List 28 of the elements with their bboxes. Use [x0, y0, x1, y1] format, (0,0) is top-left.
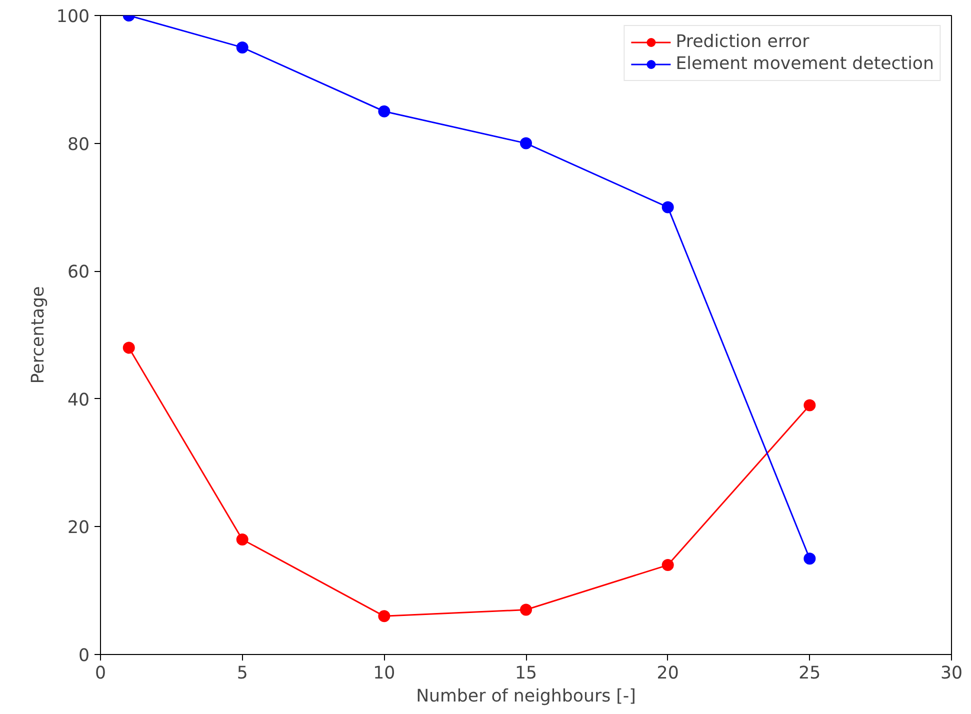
y-tick-label: 20	[67, 518, 90, 538]
y-tick-label: 60	[67, 262, 90, 283]
point	[122, 342, 135, 354]
point	[804, 399, 816, 412]
x-axis-title: Number of neighbours [-]	[416, 686, 636, 706]
point	[804, 552, 816, 565]
x-tick-label: 10	[373, 664, 396, 684]
y-tick-label: 0	[78, 646, 90, 666]
x-tick-label: 20	[656, 664, 679, 684]
y-tick-label: 100	[56, 7, 90, 27]
point	[520, 604, 532, 616]
point	[236, 533, 248, 546]
x-tick-label: 5	[236, 664, 248, 684]
y-tick-label: 40	[67, 390, 90, 410]
point	[662, 559, 674, 572]
point	[378, 105, 390, 118]
point	[520, 137, 532, 150]
x-tick-label: 25	[798, 664, 821, 684]
x-tick-label: 0	[94, 664, 106, 684]
point	[378, 610, 390, 622]
point	[236, 41, 248, 54]
y-axis-title: Percentage	[28, 286, 48, 384]
x-tick-label: 15	[514, 664, 538, 684]
legend-label: Prediction error	[676, 32, 810, 52]
x-tick-label: 30	[940, 664, 963, 684]
point	[662, 201, 674, 214]
legend-label: Element movement detection	[676, 54, 934, 74]
y-tick-label: 80	[67, 134, 90, 155]
